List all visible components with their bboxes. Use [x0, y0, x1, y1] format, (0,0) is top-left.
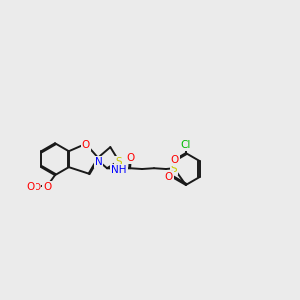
Text: N: N [94, 157, 102, 167]
Text: S: S [116, 157, 122, 167]
Text: O: O [82, 140, 90, 150]
Text: O: O [43, 182, 51, 192]
Text: S: S [171, 164, 177, 174]
Text: NH: NH [111, 165, 127, 175]
Text: O: O [33, 183, 40, 192]
Text: O: O [171, 155, 179, 165]
Text: O: O [43, 182, 51, 192]
Text: Cl: Cl [181, 140, 191, 150]
Text: O: O [27, 182, 35, 192]
Text: O: O [164, 172, 172, 182]
Text: O: O [127, 153, 135, 163]
